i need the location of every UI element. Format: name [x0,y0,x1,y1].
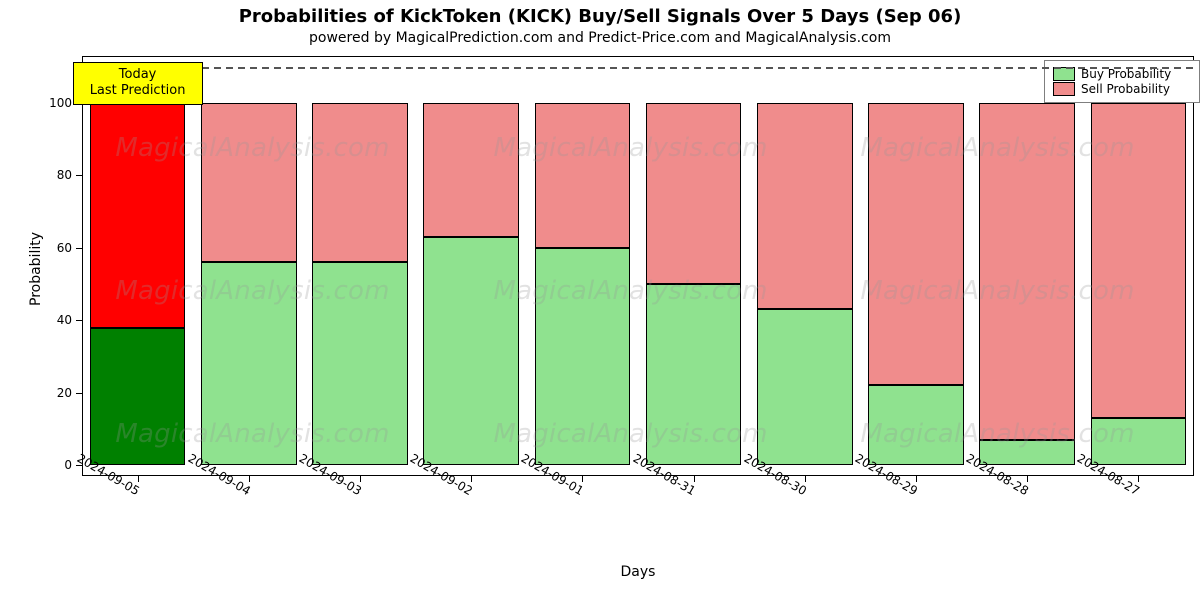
y-tick-label: 40 [46,313,72,327]
legend-label: Sell Probability [1081,82,1170,96]
y-tick-mark [76,320,82,321]
bar-sell [1091,103,1187,418]
bar-buy [423,237,519,465]
y-tick-label: 80 [46,168,72,182]
x-tick-mark [360,476,361,482]
bar-buy [979,440,1075,465]
y-tick-mark [76,175,82,176]
x-tick-mark [1138,476,1139,482]
x-tick-mark [805,476,806,482]
bar-buy [312,262,408,465]
x-tick-mark [582,476,583,482]
legend-swatch [1053,82,1075,96]
reference-dashed-line [82,67,1194,69]
y-tick-label: 0 [46,458,72,472]
y-tick-label: 60 [46,241,72,255]
today-callout: TodayLast Prediction [73,62,203,105]
y-tick-mark [76,393,82,394]
bar-sell [646,103,742,284]
legend-item: Buy Probability [1053,67,1191,81]
bar-buy [646,284,742,465]
x-tick-mark [916,476,917,482]
bar-sell [757,103,853,309]
x-tick-mark [471,476,472,482]
legend-item: Sell Probability [1053,82,1191,96]
chart-container: Probabilities of KickToken (KICK) Buy/Se… [0,0,1200,600]
bar-sell [201,103,297,262]
bar-sell [423,103,519,237]
y-tick-label: 20 [46,386,72,400]
today-callout-line2: Last Prediction [84,83,192,99]
y-tick-mark [76,248,82,249]
x-tick-mark [249,476,250,482]
legend-swatch [1053,67,1075,81]
x-tick-mark [138,476,139,482]
bar-buy [201,262,297,465]
chart-title: Probabilities of KickToken (KICK) Buy/Se… [0,6,1200,27]
y-tick-label: 100 [46,96,72,110]
bar-sell [90,103,186,327]
bar-buy [868,385,964,465]
bar-sell [979,103,1075,440]
bar-buy [535,248,631,465]
today-callout-line1: Today [84,67,192,83]
x-axis-label: Days [82,564,1194,580]
bar-buy [90,328,186,466]
legend-label: Buy Probability [1081,67,1171,81]
bar-sell [312,103,408,262]
bar-sell [868,103,964,385]
x-tick-mark [694,476,695,482]
bar-sell [535,103,631,248]
x-tick-mark [1027,476,1028,482]
bar-buy [1091,418,1187,465]
chart-subtitle: powered by MagicalPrediction.com and Pre… [0,30,1200,46]
bar-buy [757,309,853,465]
y-axis-label: Probability [28,232,44,306]
